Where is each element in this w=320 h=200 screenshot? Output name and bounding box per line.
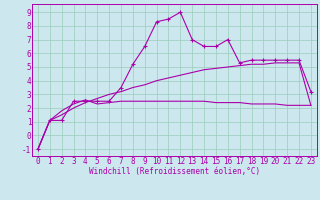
X-axis label: Windchill (Refroidissement éolien,°C): Windchill (Refroidissement éolien,°C) [89, 167, 260, 176]
